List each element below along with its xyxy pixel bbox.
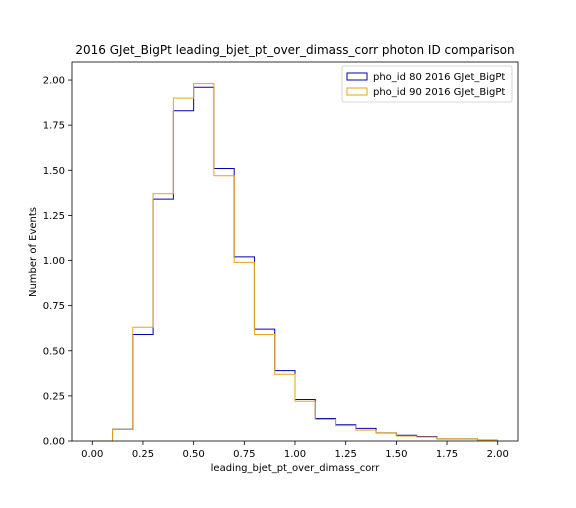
y-tick-label: 0.75 — [43, 301, 65, 312]
histogram-series-2 — [92, 83, 498, 442]
x-axis: 0.00 0.25 0.50 0.75 1.00 1.25 1.50 1.75 2.00 — [81, 441, 509, 460]
y-tick-label: 1.00 — [43, 256, 65, 267]
y-tick-label: 1.50 — [43, 166, 65, 177]
y-tick-label: 0.25 — [43, 391, 65, 402]
y-tick-label: 1.75 — [43, 121, 65, 132]
x-tick-label: 1.00 — [284, 449, 306, 460]
x-tick-label: 0.50 — [183, 449, 205, 460]
y-tick-label: 2.00 — [43, 76, 65, 87]
y-axis: 0.00 0.25 0.50 0.75 1.00 1.25 1.50 1.75 2.00 — [43, 76, 72, 448]
y-tick-label: 0.50 — [43, 346, 65, 357]
x-tick-label: 1.75 — [436, 449, 458, 460]
y-tick-label: 1.25 — [43, 211, 65, 222]
chart-title: 2016 GJet_BigPt leading_bjet_pt_over_dim… — [75, 43, 514, 57]
legend-swatch — [346, 87, 368, 96]
x-tick-label: 0.25 — [132, 449, 154, 460]
y-tick-label: 0.00 — [43, 437, 65, 448]
y-axis-label: Number of Events — [28, 207, 39, 297]
legend: pho_id 80 2016 GJet_BigPt pho_id 90 2016 … — [341, 65, 513, 103]
legend-label: pho_id 80 2016 GJet_BigPt — [373, 72, 505, 83]
plot-area — [71, 61, 519, 442]
x-tick-label: 1.50 — [385, 449, 407, 460]
legend-label: pho_id 90 2016 GJet_BigPt — [373, 87, 505, 98]
x-tick-label: 2.00 — [487, 449, 509, 460]
x-axis-label: leading_bjet_pt_over_dimass_corr — [211, 463, 381, 474]
legend-box — [341, 65, 513, 103]
x-tick-label: 0.75 — [233, 449, 255, 460]
x-tick-label: 1.25 — [335, 449, 357, 460]
legend-swatch — [346, 72, 368, 81]
x-tick-label: 0.00 — [81, 449, 103, 460]
